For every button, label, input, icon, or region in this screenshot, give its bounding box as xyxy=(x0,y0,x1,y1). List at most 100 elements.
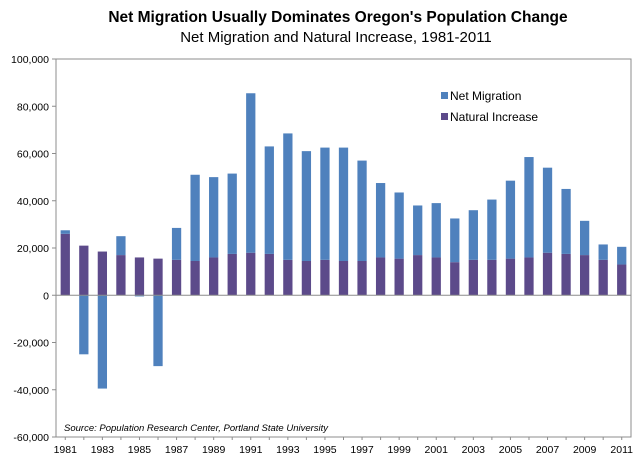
bar-net-migration-2004 xyxy=(487,199,497,260)
y-tick-label: -60,000 xyxy=(13,432,49,444)
bar-net-migration-2006 xyxy=(524,157,534,258)
x-tick-label-1985: 1985 xyxy=(128,444,152,456)
bar-net-migration-2009 xyxy=(579,220,590,256)
bar-net-migration-2000 xyxy=(413,205,423,256)
x-tick-label-2011: 2011 xyxy=(610,444,633,456)
bar-natural-increase-1983 xyxy=(97,251,108,296)
y-tick-label: -40,000 xyxy=(13,385,49,397)
bar-net-migration-1996 xyxy=(338,147,349,261)
x-tick-label-2003: 2003 xyxy=(462,444,486,456)
bar-net-migration-1992 xyxy=(264,146,274,254)
bar-natural-increase-2011 xyxy=(617,264,627,296)
legend-label-natural-increase: Natural Increase xyxy=(450,110,538,124)
bar-net-migration-1999 xyxy=(394,192,404,259)
bar-net-migration-1982 xyxy=(79,295,89,355)
bar-natural-increase-1990 xyxy=(227,253,237,296)
legend: Net Migration Natural Increase xyxy=(441,89,538,124)
bar-net-migration-1983 xyxy=(97,295,108,389)
y-tick-label: 40,000 xyxy=(17,196,49,208)
x-axis: 1981 1983 1985 1987 1989 1991 1993 1995 1997 1999… xyxy=(54,437,633,456)
bar-net-migration-1987 xyxy=(171,227,182,260)
x-tick-label-2009: 2009 xyxy=(573,444,597,456)
x-tick-label-1999: 1999 xyxy=(387,444,411,456)
y-tick-label: -20,000 xyxy=(13,338,49,350)
bar-natural-increase-2004 xyxy=(487,259,497,296)
y-tick-label: 100,000 xyxy=(11,54,49,66)
bar-natural-increase-2009 xyxy=(579,255,590,296)
bar-natural-increase-1986 xyxy=(153,258,163,296)
bar-net-migration-2002 xyxy=(450,218,460,263)
bar-net-migration-1988 xyxy=(190,174,200,261)
bar-net-migration-1998 xyxy=(375,183,386,258)
bar-natural-increase-2002 xyxy=(450,262,460,296)
source-annotation: Source: Population Research Center, Port… xyxy=(64,423,329,434)
bar-natural-increase-2001 xyxy=(431,257,441,296)
bar-natural-increase-1989 xyxy=(209,257,219,296)
y-axis: 100,000 80,000 60,000 40,000 20,000 0 -20,000 -… xyxy=(11,54,56,444)
chart-title: Net Migration Usually Dominates Oregon's… xyxy=(108,9,568,26)
bar-natural-increase-2008 xyxy=(561,253,571,296)
bar-natural-increase-1988 xyxy=(190,260,200,296)
bar-net-migration-1984 xyxy=(116,236,126,256)
y-tick-label: 0 xyxy=(43,290,49,302)
bar-natural-increase-1991 xyxy=(246,252,256,296)
y-tick-label: 60,000 xyxy=(17,149,49,161)
bar-net-migration-1989 xyxy=(209,177,219,258)
bar-net-migration-1990 xyxy=(227,173,237,254)
x-tick-label-1983: 1983 xyxy=(91,444,115,456)
bar-natural-increase-1997 xyxy=(357,260,367,296)
bar-natural-increase-1985 xyxy=(134,257,145,296)
bar-natural-increase-1993 xyxy=(283,259,293,296)
x-tick-label-2005: 2005 xyxy=(499,444,523,456)
x-tick-label-2001: 2001 xyxy=(425,444,449,456)
x-tick-label-2007: 2007 xyxy=(536,444,560,456)
legend-swatch-natural-increase xyxy=(441,113,448,120)
legend-label-net-migration: Net Migration xyxy=(450,89,521,103)
x-tick-label-1997: 1997 xyxy=(350,444,374,456)
x-tick-label-1987: 1987 xyxy=(165,444,189,456)
bar-natural-increase-2010 xyxy=(598,259,608,296)
bar-natural-increase-1981 xyxy=(60,233,70,296)
x-tick-label-1995: 1995 xyxy=(313,444,337,456)
bar-net-migration-2008 xyxy=(561,188,571,254)
bar-natural-increase-1982 xyxy=(79,245,89,296)
legend-swatch-net-migration xyxy=(441,92,448,99)
y-tick-label: 80,000 xyxy=(17,101,49,113)
chart-subtitle: Net Migration and Natural Increase, 1981… xyxy=(180,29,492,46)
bar-net-migration-1981 xyxy=(60,230,70,234)
x-tick-label-1993: 1993 xyxy=(276,444,300,456)
bars-group xyxy=(60,93,627,389)
bar-natural-increase-2000 xyxy=(413,255,423,296)
bar-natural-increase-2005 xyxy=(505,258,516,296)
y-tick-label: 20,000 xyxy=(17,243,49,255)
bar-net-migration-2007 xyxy=(542,167,553,253)
bar-net-migration-2010 xyxy=(598,244,608,260)
bar-natural-increase-1995 xyxy=(320,259,330,296)
bar-natural-increase-2006 xyxy=(524,257,534,296)
bar-net-migration-1997 xyxy=(357,160,367,261)
bar-net-migration-1985 xyxy=(134,295,145,297)
bar-net-migration-1995 xyxy=(320,147,330,260)
x-tick-label-1991: 1991 xyxy=(239,444,263,456)
bar-natural-increase-1996 xyxy=(338,260,349,296)
bar-net-migration-1991 xyxy=(246,93,256,253)
x-tick-label-1981: 1981 xyxy=(54,444,78,456)
bar-net-migration-1993 xyxy=(283,133,293,260)
bar-natural-increase-1994 xyxy=(301,260,312,296)
bar-net-migration-2011 xyxy=(617,246,627,265)
bar-natural-increase-1998 xyxy=(375,257,386,296)
bar-natural-increase-1992 xyxy=(264,253,274,296)
bar-natural-increase-1984 xyxy=(116,255,126,296)
bar-net-migration-1994 xyxy=(301,151,312,261)
bar-net-migration-2005 xyxy=(505,180,516,259)
bar-net-migration-1986 xyxy=(153,295,163,367)
bar-net-migration-2001 xyxy=(431,203,441,258)
bar-net-migration-2003 xyxy=(468,210,478,260)
bar-natural-increase-2007 xyxy=(542,252,553,296)
bar-natural-increase-2003 xyxy=(468,259,478,296)
bar-natural-increase-1999 xyxy=(394,258,404,296)
x-tick-label-1989: 1989 xyxy=(202,444,226,456)
bar-natural-increase-1987 xyxy=(171,259,182,296)
